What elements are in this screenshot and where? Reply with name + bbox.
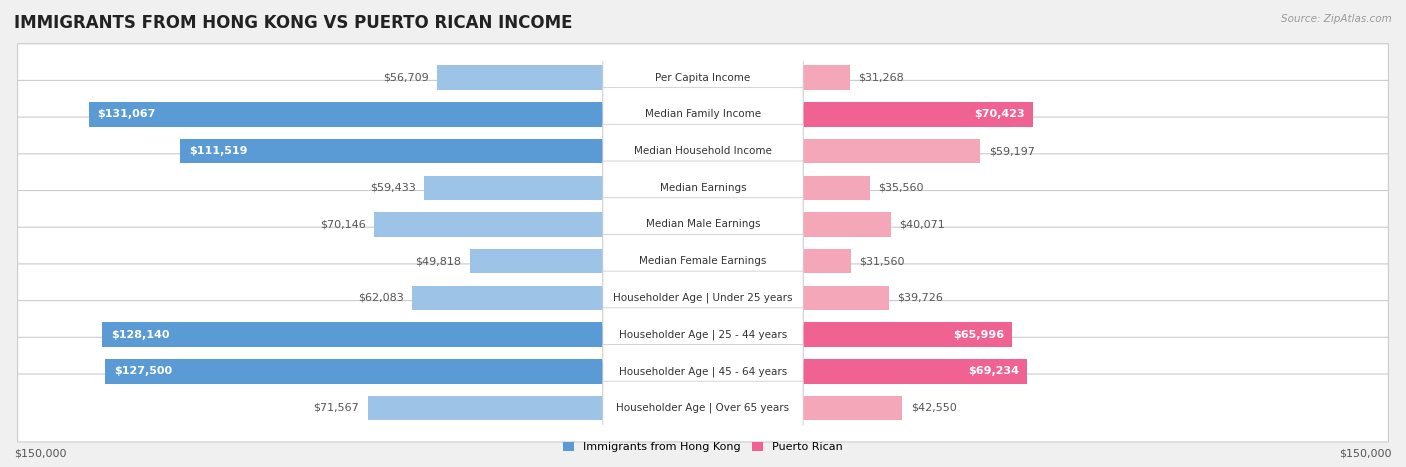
Bar bbox=[105, 359, 703, 383]
Text: $70,146: $70,146 bbox=[321, 219, 366, 229]
FancyBboxPatch shape bbox=[17, 44, 1389, 112]
Bar bbox=[703, 249, 851, 273]
Bar bbox=[703, 139, 980, 163]
Bar bbox=[89, 102, 703, 127]
Bar bbox=[703, 359, 1028, 383]
Text: $35,560: $35,560 bbox=[879, 183, 924, 193]
Text: $71,567: $71,567 bbox=[314, 403, 359, 413]
Text: $56,709: $56,709 bbox=[382, 73, 429, 83]
Text: $31,560: $31,560 bbox=[859, 256, 905, 266]
FancyBboxPatch shape bbox=[603, 161, 803, 214]
Bar bbox=[703, 176, 870, 200]
FancyBboxPatch shape bbox=[17, 80, 1389, 149]
Text: $31,268: $31,268 bbox=[858, 73, 904, 83]
Bar bbox=[703, 65, 849, 90]
FancyBboxPatch shape bbox=[603, 88, 803, 141]
Text: Median Female Earnings: Median Female Earnings bbox=[640, 256, 766, 266]
Text: $70,423: $70,423 bbox=[974, 109, 1025, 120]
Legend: Immigrants from Hong Kong, Puerto Rican: Immigrants from Hong Kong, Puerto Rican bbox=[558, 438, 848, 457]
FancyBboxPatch shape bbox=[17, 374, 1389, 442]
Text: Median Family Income: Median Family Income bbox=[645, 109, 761, 120]
FancyBboxPatch shape bbox=[17, 154, 1389, 222]
Text: Per Capita Income: Per Capita Income bbox=[655, 73, 751, 83]
FancyBboxPatch shape bbox=[603, 234, 803, 288]
Text: $127,500: $127,500 bbox=[114, 366, 172, 376]
Text: $131,067: $131,067 bbox=[97, 109, 156, 120]
FancyBboxPatch shape bbox=[603, 198, 803, 251]
Bar bbox=[425, 176, 703, 200]
Text: $49,818: $49,818 bbox=[415, 256, 461, 266]
FancyBboxPatch shape bbox=[17, 337, 1389, 405]
Text: Source: ZipAtlas.com: Source: ZipAtlas.com bbox=[1281, 14, 1392, 24]
Text: Householder Age | Over 65 years: Householder Age | Over 65 years bbox=[616, 403, 790, 413]
FancyBboxPatch shape bbox=[17, 301, 1389, 368]
Text: $150,000: $150,000 bbox=[14, 448, 66, 458]
Text: $62,083: $62,083 bbox=[359, 293, 404, 303]
Text: Householder Age | 45 - 64 years: Householder Age | 45 - 64 years bbox=[619, 366, 787, 376]
Text: $39,726: $39,726 bbox=[897, 293, 943, 303]
Bar bbox=[367, 396, 703, 420]
Text: Median Male Earnings: Median Male Earnings bbox=[645, 219, 761, 229]
FancyBboxPatch shape bbox=[17, 264, 1389, 332]
Text: $42,550: $42,550 bbox=[911, 403, 956, 413]
FancyBboxPatch shape bbox=[603, 345, 803, 398]
Bar bbox=[703, 396, 903, 420]
Bar bbox=[703, 102, 1033, 127]
Text: Householder Age | Under 25 years: Householder Age | Under 25 years bbox=[613, 293, 793, 303]
FancyBboxPatch shape bbox=[17, 227, 1389, 295]
Text: $150,000: $150,000 bbox=[1340, 448, 1392, 458]
Text: $111,519: $111,519 bbox=[188, 146, 247, 156]
FancyBboxPatch shape bbox=[603, 124, 803, 178]
FancyBboxPatch shape bbox=[603, 51, 803, 105]
Bar bbox=[703, 286, 889, 310]
FancyBboxPatch shape bbox=[603, 381, 803, 435]
Bar bbox=[703, 322, 1012, 347]
Text: Householder Age | 25 - 44 years: Householder Age | 25 - 44 years bbox=[619, 329, 787, 340]
Bar bbox=[180, 139, 703, 163]
Bar bbox=[103, 322, 703, 347]
FancyBboxPatch shape bbox=[17, 117, 1389, 185]
Text: $69,234: $69,234 bbox=[969, 366, 1019, 376]
Bar bbox=[374, 212, 703, 237]
Bar bbox=[470, 249, 703, 273]
Text: $128,140: $128,140 bbox=[111, 330, 169, 340]
Text: $40,071: $40,071 bbox=[900, 219, 945, 229]
Text: $65,996: $65,996 bbox=[953, 330, 1004, 340]
FancyBboxPatch shape bbox=[603, 271, 803, 325]
Text: Median Household Income: Median Household Income bbox=[634, 146, 772, 156]
Text: $59,433: $59,433 bbox=[370, 183, 416, 193]
Text: Median Earnings: Median Earnings bbox=[659, 183, 747, 193]
Text: $59,197: $59,197 bbox=[988, 146, 1035, 156]
FancyBboxPatch shape bbox=[603, 308, 803, 361]
FancyBboxPatch shape bbox=[17, 191, 1389, 258]
Bar bbox=[437, 65, 703, 90]
Bar bbox=[703, 212, 891, 237]
Text: IMMIGRANTS FROM HONG KONG VS PUERTO RICAN INCOME: IMMIGRANTS FROM HONG KONG VS PUERTO RICA… bbox=[14, 14, 572, 32]
Bar bbox=[412, 286, 703, 310]
